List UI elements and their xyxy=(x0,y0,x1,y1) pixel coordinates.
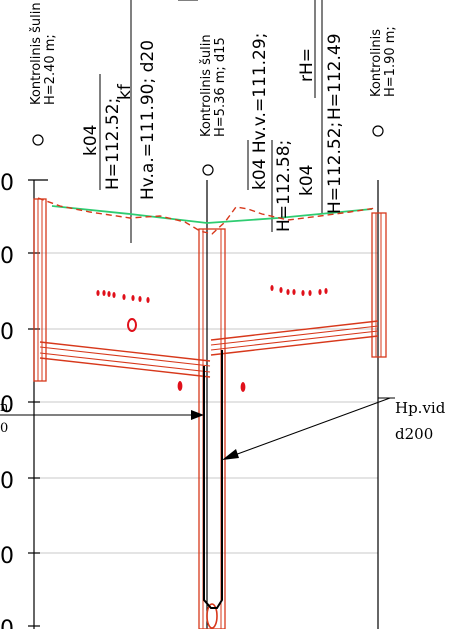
well-right-height: H=1.90 m; xyxy=(383,26,398,97)
well-right-name: Kontrolinis xyxy=(369,29,384,97)
well-symbol-middle xyxy=(202,164,214,176)
drop-pipe xyxy=(203,350,223,609)
tick-label: 0 xyxy=(0,320,14,345)
left-clipped-label-2: 0 xyxy=(0,421,8,436)
k04-mid-label: k04 xyxy=(297,165,317,196)
h-right-label: H=112.52; xyxy=(325,122,345,214)
pipe-left xyxy=(39,341,211,378)
hp-vid-label: Hp.vid xyxy=(395,399,446,417)
pointer-right xyxy=(222,397,395,460)
kf-left-label: kf xyxy=(115,83,135,100)
terrain-dashed-line xyxy=(37,197,377,235)
h-right2-label: H=112.49 xyxy=(325,33,345,120)
left-manhole xyxy=(33,198,47,382)
pipe-right xyxy=(210,320,379,356)
rh-label: rH= xyxy=(297,48,317,82)
ground-surface-line xyxy=(51,205,373,224)
soil-markers xyxy=(96,285,328,392)
station-lines xyxy=(206,180,379,629)
well-middle-detail: H=5.36 m; d15 xyxy=(213,37,228,137)
well-left-height: H=2.40 m; xyxy=(43,34,58,105)
tick-label: 0 xyxy=(0,617,14,629)
annotation-leaders xyxy=(99,0,323,243)
hva-label: Hv.a.=111.90; d20 xyxy=(138,40,158,200)
tick-label: 0 xyxy=(0,393,14,418)
h-left-label: H=112.52; xyxy=(103,98,123,190)
grid-lines xyxy=(40,252,378,554)
k04-left-label: k04 xyxy=(81,125,101,156)
tick-label: 0 xyxy=(0,171,14,196)
d200-label: d200 xyxy=(395,425,433,443)
well-left-name: Kontrolinis šulin xyxy=(29,2,44,105)
soil-ring-marker xyxy=(127,318,137,332)
pointer-left xyxy=(0,410,204,420)
well-symbol-right xyxy=(372,125,384,137)
tick-labels: 0 0 0 0 0 0 0 xyxy=(0,171,14,629)
tick-label: 0 xyxy=(0,544,14,569)
well-symbol-left xyxy=(32,134,44,146)
tick-label: 0 xyxy=(0,244,14,269)
right-manhole xyxy=(371,212,387,358)
left-clipped-label-1: n xyxy=(0,400,9,415)
well-markers xyxy=(32,125,384,176)
tick-label: 0 xyxy=(0,469,14,494)
h-mid-label: H=112.58; xyxy=(274,140,294,232)
k04-hvv-label: k04 Hv.v.=111.29; xyxy=(250,33,270,190)
well-middle-name: Kontrolinis šulin xyxy=(199,34,214,137)
